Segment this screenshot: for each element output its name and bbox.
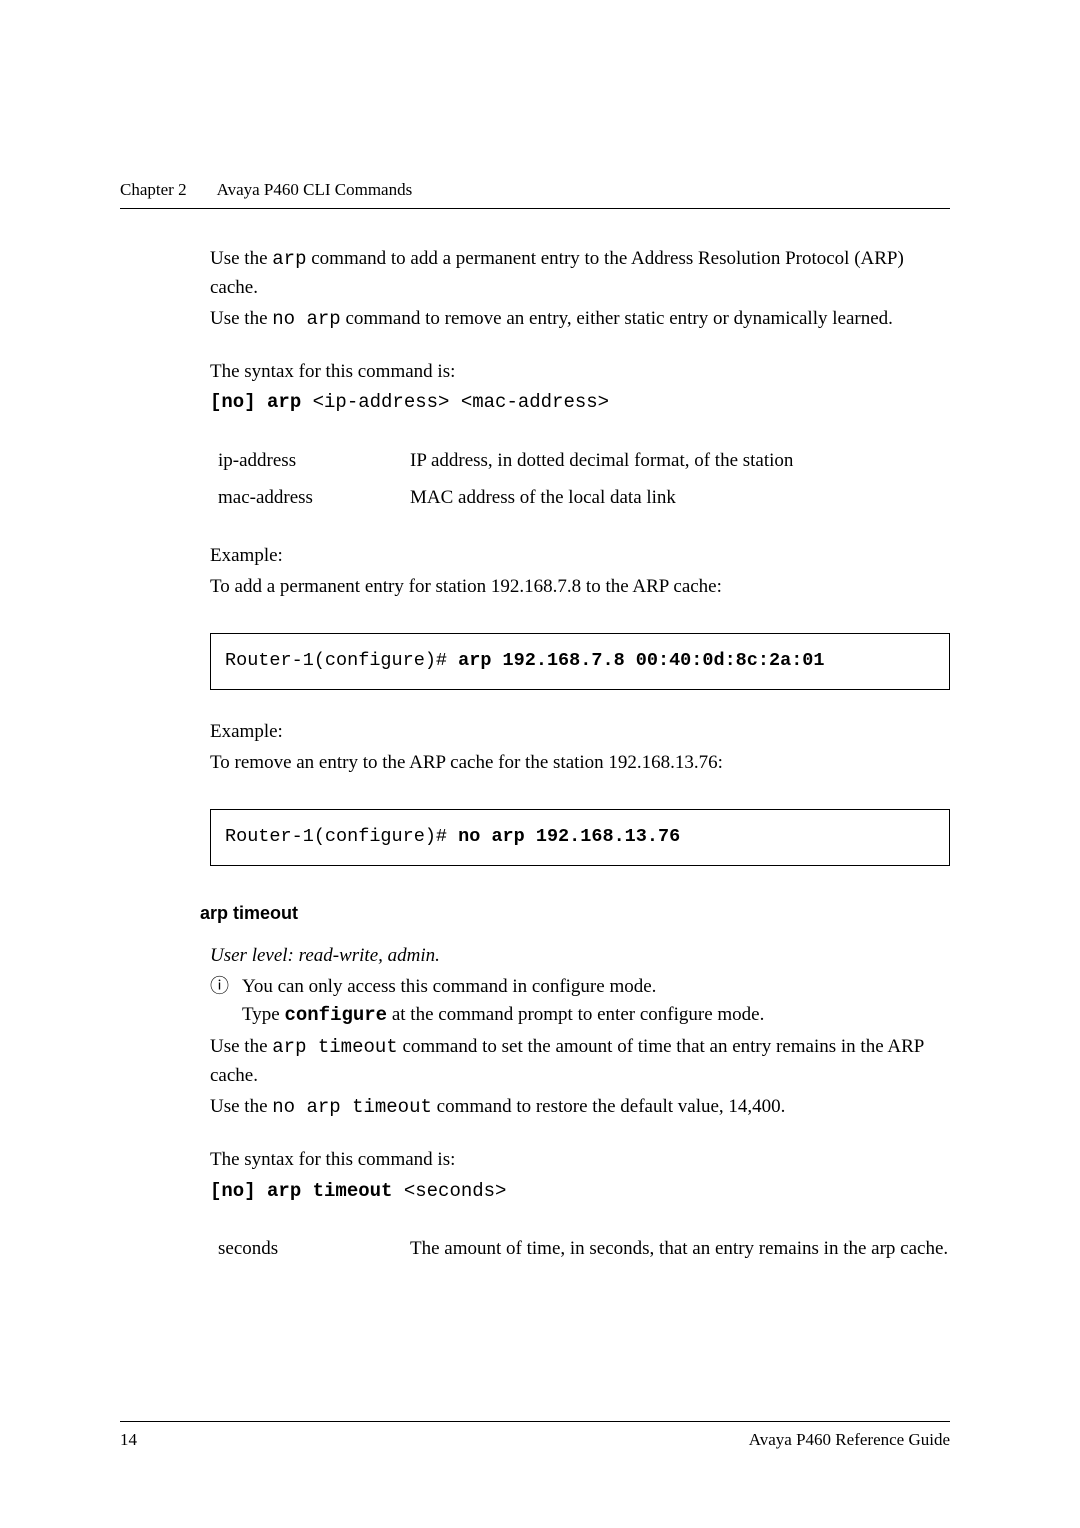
footer-rule xyxy=(120,1421,950,1422)
param-desc: MAC address of the local data link xyxy=(410,484,950,512)
arp-intro-2: Use the no arp command to remove an entr… xyxy=(210,305,950,334)
example-1-label: Example: xyxy=(210,542,950,570)
header-rule xyxy=(120,208,950,209)
guide-label: Avaya P460 Reference Guide xyxy=(749,1430,950,1450)
param-row: seconds The amount of time, in seconds, … xyxy=(210,1235,950,1263)
param-name: mac-address xyxy=(210,484,410,512)
param-desc: The amount of time, in seconds, that an … xyxy=(410,1235,950,1263)
arp-syntax: [no] arp <ip-address> <mac-address> xyxy=(210,389,950,417)
param-row: mac-address MAC address of the local dat… xyxy=(210,484,950,512)
page-footer: 14 Avaya P460 Reference Guide xyxy=(120,1421,950,1450)
user-level: User level: read-write, admin. xyxy=(210,942,950,970)
param-name: ip-address xyxy=(210,447,410,475)
timeout-param-table: seconds The amount of time, in seconds, … xyxy=(210,1235,950,1263)
chapter-label: Chapter 2 xyxy=(120,180,187,200)
page-header: Chapter 2 Avaya P460 CLI Commands xyxy=(120,180,950,200)
arp-timeout-heading: arp timeout xyxy=(200,900,950,926)
param-name: seconds xyxy=(210,1235,410,1263)
page-content: Use the arp command to add a permanent e… xyxy=(210,245,950,1263)
arp-param-table: ip-address IP address, in dotted decimal… xyxy=(210,447,950,512)
timeout-syntax-label: The syntax for this command is: xyxy=(210,1146,950,1174)
param-row: ip-address IP address, in dotted decimal… xyxy=(210,447,950,475)
page-number: 14 xyxy=(120,1430,137,1450)
param-desc: IP address, in dotted decimal format, of… xyxy=(410,447,950,475)
timeout-desc-2: Use the no arp timeout command to restor… xyxy=(210,1093,950,1122)
arp-syntax-label: The syntax for this command is: xyxy=(210,358,950,386)
info-icon: ⓘ xyxy=(210,973,232,1001)
example-2-desc: To remove an entry to the ARP cache for … xyxy=(210,749,950,777)
chapter-title: Avaya P460 CLI Commands xyxy=(217,180,413,200)
example-1-code: Router-1(configure)# arp 192.168.7.8 00:… xyxy=(210,633,950,690)
info-line-1: ⓘ You can only access this command in co… xyxy=(210,973,950,1001)
example-2-code: Router-1(configure)# no arp 192.168.13.7… xyxy=(210,809,950,866)
timeout-desc-1: Use the arp timeout command to set the a… xyxy=(210,1033,950,1089)
example-1-desc: To add a permanent entry for station 192… xyxy=(210,573,950,601)
info-text: You can only access this command in conf… xyxy=(242,973,950,1001)
timeout-syntax: [no] arp timeout <seconds> xyxy=(210,1178,950,1206)
example-2-label: Example: xyxy=(210,718,950,746)
arp-intro-1: Use the arp command to add a permanent e… xyxy=(210,245,950,301)
info-line-2: Type configure at the command prompt to … xyxy=(242,1001,950,1030)
